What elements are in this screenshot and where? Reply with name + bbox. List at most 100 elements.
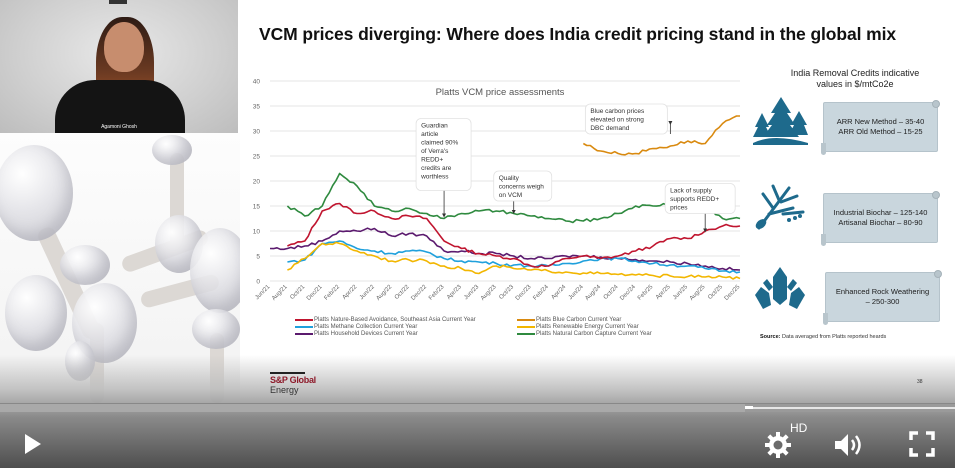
biochar-credit-card: Industrial Biochar – 125-140 Artisanal B… bbox=[821, 191, 940, 246]
legend-swatch bbox=[295, 318, 313, 321]
x-tick-label: Feb/23 bbox=[428, 284, 446, 302]
x-tick-label: Oct/25 bbox=[707, 284, 724, 301]
y-tick-label: 10 bbox=[253, 229, 261, 236]
x-tick-label: Dec/23 bbox=[515, 284, 533, 302]
video-progress-bar[interactable] bbox=[0, 403, 955, 412]
y-tick-label: 5 bbox=[256, 254, 260, 261]
annotation-text: Quality bbox=[499, 175, 520, 182]
y-tick-label: 40 bbox=[253, 79, 261, 86]
series-line bbox=[287, 240, 741, 274]
fullscreen-button[interactable] bbox=[908, 430, 936, 458]
annotation-text: prices bbox=[670, 205, 688, 212]
molecule-atom bbox=[5, 275, 67, 351]
molecule-atom bbox=[152, 135, 192, 165]
x-tick-label: Jun/23 bbox=[463, 284, 480, 301]
x-tick-label: Feb/24 bbox=[532, 284, 550, 302]
slide-title: VCM prices diverging: Where does India c… bbox=[259, 24, 896, 44]
x-tick-label: Jun/21 bbox=[254, 284, 271, 301]
series-line bbox=[582, 115, 740, 156]
gear-icon bbox=[765, 432, 791, 458]
x-tick-label: Apr/24 bbox=[551, 284, 568, 301]
chart-title: Platts VCM price assessments bbox=[436, 87, 565, 98]
participant-name: Agamoni Ghosh bbox=[101, 124, 137, 130]
y-tick-label: 20 bbox=[253, 179, 261, 186]
series-line bbox=[287, 241, 741, 280]
volume-button[interactable] bbox=[832, 430, 868, 460]
x-tick-label: Dec/24 bbox=[619, 284, 637, 302]
chart-legend-right: Platts Blue Carbon Current Year Platts R… bbox=[517, 316, 652, 337]
progress-scrubber[interactable] bbox=[744, 406, 753, 409]
annotation-box bbox=[664, 183, 736, 214]
annotation-text: worthless bbox=[420, 174, 449, 181]
annotation-box bbox=[493, 170, 553, 202]
legend-item: Platts Blue Carbon Current Year bbox=[517, 316, 652, 323]
wheat-biochar-icon bbox=[755, 184, 805, 230]
x-tick-label: Oct/22 bbox=[394, 284, 411, 301]
x-tick-label: Feb/25 bbox=[637, 284, 655, 302]
x-tick-label: Aug/24 bbox=[584, 284, 602, 302]
x-tick-label: Dec/21 bbox=[306, 284, 324, 302]
x-tick-label: Feb/22 bbox=[324, 284, 342, 302]
x-tick-label: Jun/25 bbox=[672, 284, 689, 301]
player-controls: HD bbox=[0, 412, 955, 468]
annotation-arrowhead bbox=[668, 121, 673, 125]
presentation-slide: VCM prices diverging: Where does India c… bbox=[240, 0, 955, 405]
presenter-body bbox=[55, 80, 185, 133]
hd-badge: HD bbox=[790, 421, 808, 435]
annotation-text: of Verra's bbox=[421, 148, 449, 155]
x-tick-label: Apr/22 bbox=[342, 284, 359, 301]
annotation-box bbox=[584, 103, 668, 135]
fullscreen-icon bbox=[909, 431, 935, 457]
annotation-text: supports REDD+ bbox=[670, 196, 719, 203]
y-tick-label: 35 bbox=[253, 104, 261, 111]
annotation-text: on VCM bbox=[499, 192, 522, 199]
annotation-arrowhead bbox=[703, 228, 708, 233]
annotation-text: REDD+ bbox=[421, 157, 443, 164]
camera-badge bbox=[109, 0, 127, 4]
annotation-text: credits are bbox=[421, 165, 452, 172]
progress-buffered bbox=[752, 407, 955, 409]
x-tick-label: Aug/21 bbox=[271, 284, 289, 302]
x-tick-label: Dec/22 bbox=[410, 284, 428, 302]
panel-title: India Removal Credits indicative values … bbox=[790, 68, 920, 89]
y-tick-label: 15 bbox=[253, 204, 261, 211]
x-tick-label: Aug/23 bbox=[480, 284, 498, 302]
presenter-face bbox=[104, 22, 144, 72]
forest-trees-icon bbox=[753, 97, 808, 145]
y-tick-label: 30 bbox=[253, 129, 261, 136]
molecule-atom bbox=[0, 145, 73, 241]
chart-legend-left: Platts Nature-Based Avoidance, Southeast… bbox=[295, 316, 476, 337]
annotation-arrowhead bbox=[511, 210, 516, 214]
molecule-atom bbox=[192, 309, 240, 349]
legend-item: Platts Methane Collection Current Year bbox=[295, 323, 476, 330]
annotation-text: DBC demand bbox=[590, 125, 629, 132]
slide-page-number: 38 bbox=[917, 379, 923, 385]
logo-rule bbox=[270, 372, 305, 374]
x-tick-label: Aug/25 bbox=[689, 284, 707, 302]
play-button[interactable] bbox=[22, 432, 44, 456]
x-tick-label: Apr/23 bbox=[446, 284, 463, 301]
series-line bbox=[269, 227, 741, 271]
rock-crystal-icon bbox=[755, 267, 805, 309]
series-line bbox=[287, 202, 741, 268]
annotation-text: Blue carbon prices bbox=[590, 108, 645, 115]
x-tick-label: Jun/24 bbox=[568, 284, 585, 301]
annotation-text: claimed 90% bbox=[421, 140, 458, 147]
legend-item: Platts Nature-Based Avoidance, Southeast… bbox=[295, 316, 476, 323]
annotation-text: Lack of supply bbox=[670, 188, 712, 195]
webcam-feed: Agamoni Ghosh bbox=[0, 0, 238, 133]
annotation-arrowhead bbox=[442, 213, 447, 218]
legend-swatch bbox=[517, 332, 535, 335]
volume-icon bbox=[835, 434, 861, 456]
legend-swatch bbox=[517, 318, 535, 321]
play-icon bbox=[25, 434, 41, 454]
settings-button[interactable] bbox=[763, 430, 793, 460]
annotation-box bbox=[415, 118, 472, 191]
arr-credit-card: ARR New Method – 35-40 ARR Old Method – … bbox=[821, 100, 940, 155]
molecule-atom bbox=[190, 228, 240, 313]
x-tick-label: Dec/25 bbox=[724, 284, 742, 302]
legend-item: Platts Renewable Energy Current Year bbox=[517, 323, 652, 330]
annotation-text: concerns weigh bbox=[499, 184, 545, 191]
annotation-text: Guardian bbox=[421, 123, 448, 130]
